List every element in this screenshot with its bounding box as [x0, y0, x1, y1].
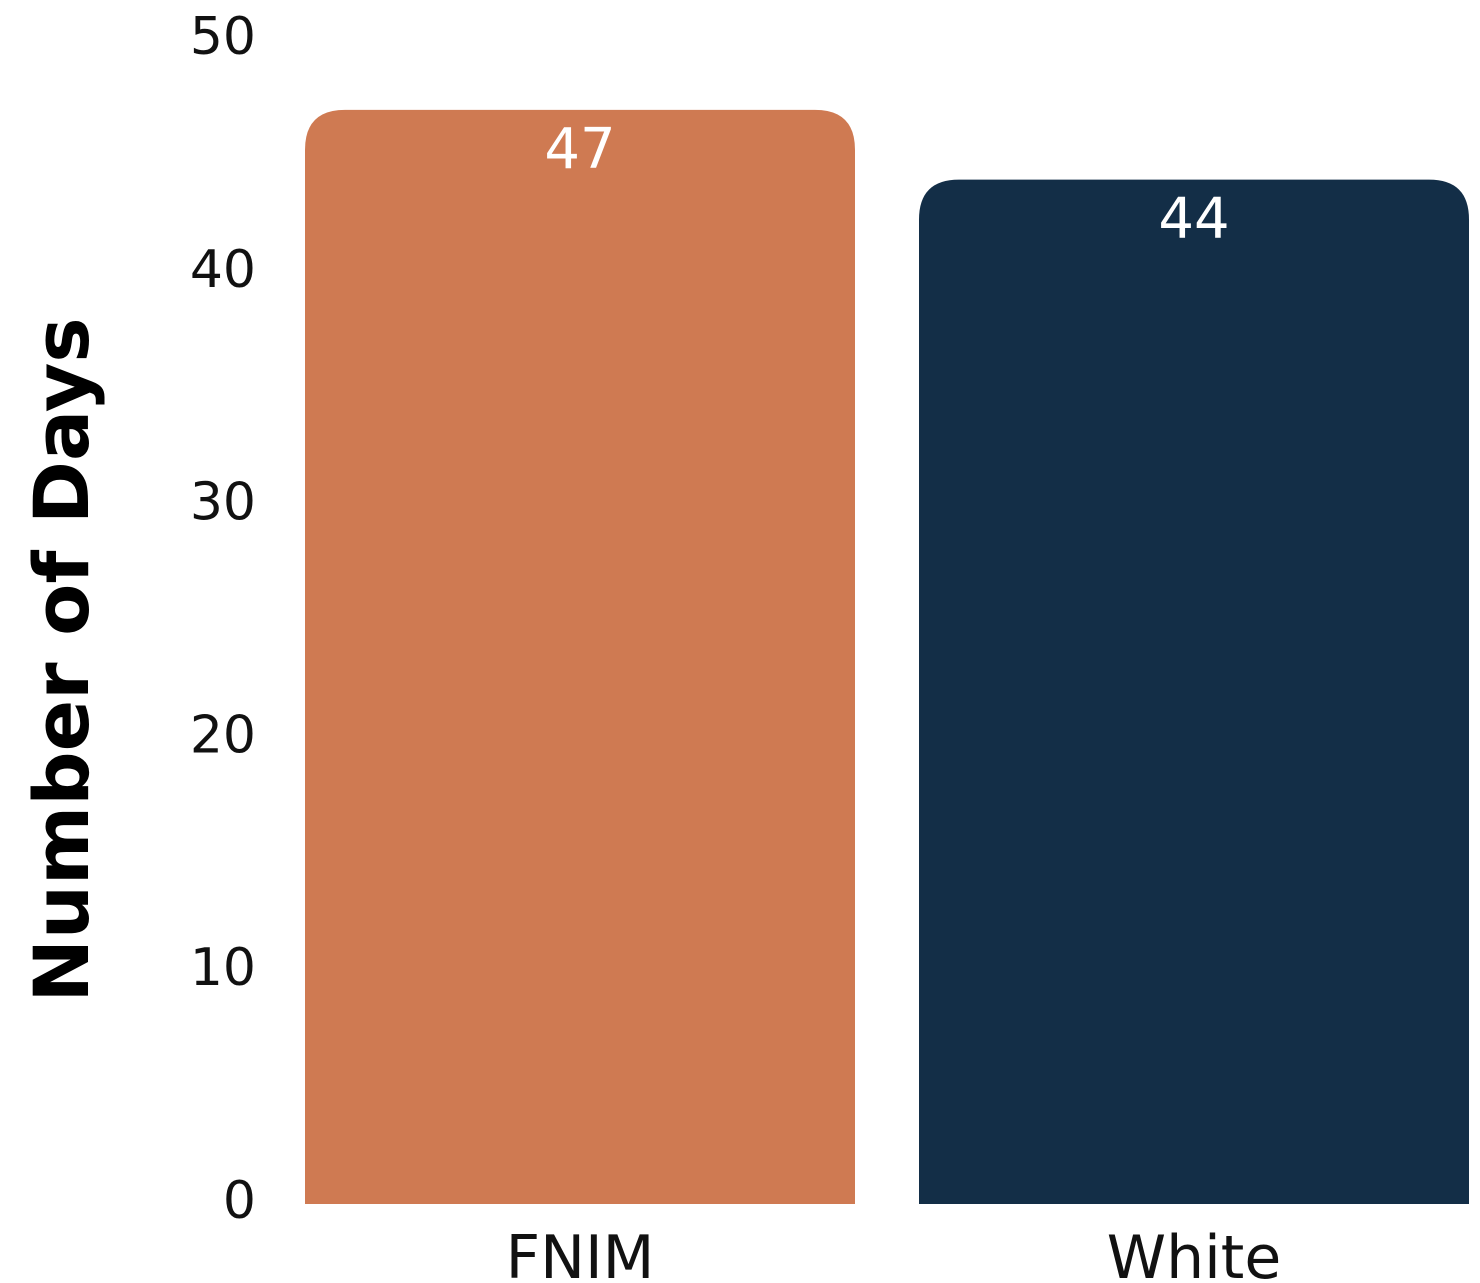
- data-label: 44: [1158, 187, 1229, 252]
- y-tick-label: 20: [190, 705, 256, 765]
- y-tick-label: 50: [190, 7, 256, 67]
- x-tick-label: FNIM: [506, 1223, 655, 1283]
- x-axis-labels: FNIM White: [506, 1223, 1282, 1283]
- data-label: 47: [544, 117, 615, 182]
- x-tick-label: White: [1107, 1223, 1281, 1283]
- y-tick-label: 40: [190, 240, 256, 300]
- y-tick-label: 10: [190, 938, 256, 998]
- y-tick-label: 0: [223, 1171, 256, 1231]
- bar-fnim: [305, 109, 855, 1205]
- y-tick-label: 30: [190, 473, 256, 533]
- bar-white: [919, 179, 1469, 1205]
- y-axis-title: Number of Days: [17, 317, 106, 1002]
- data-labels: 47 44: [544, 117, 1229, 252]
- bars: [305, 109, 1469, 1205]
- y-axis-ticks: 0 10 20 30 40 50: [190, 7, 256, 1231]
